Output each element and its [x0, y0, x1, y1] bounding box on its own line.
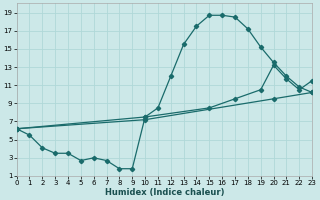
X-axis label: Humidex (Indice chaleur): Humidex (Indice chaleur) — [105, 188, 224, 197]
